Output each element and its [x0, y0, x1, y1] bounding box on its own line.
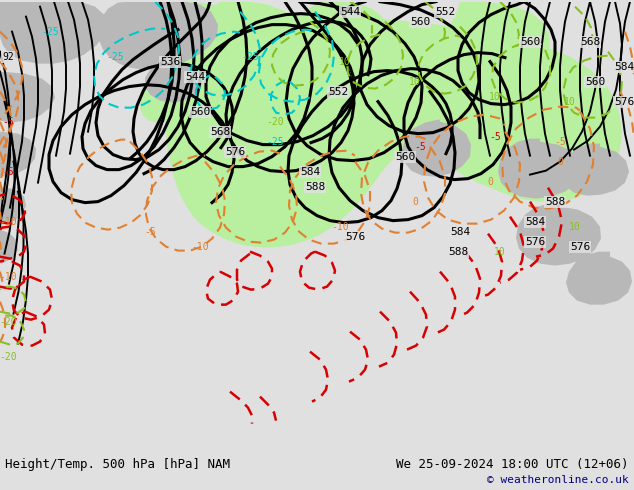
Text: 576: 576 — [570, 242, 590, 252]
Text: 10: 10 — [339, 57, 351, 67]
Text: 10: 10 — [569, 221, 581, 232]
Text: 0: 0 — [557, 157, 563, 167]
Text: -5: -5 — [554, 137, 566, 147]
Text: 560: 560 — [395, 151, 415, 162]
Text: 584: 584 — [614, 62, 634, 72]
Text: 576: 576 — [525, 237, 545, 246]
Text: 0: 0 — [412, 196, 418, 207]
Polygon shape — [566, 252, 632, 305]
Polygon shape — [138, 1, 216, 52]
Text: -25: -25 — [41, 26, 59, 37]
Polygon shape — [561, 144, 629, 196]
Text: -25: -25 — [241, 51, 259, 62]
Text: -20: -20 — [0, 352, 17, 362]
Polygon shape — [516, 204, 601, 266]
Text: -25: -25 — [266, 137, 284, 147]
Text: 568: 568 — [210, 126, 230, 137]
Text: -5: -5 — [2, 167, 14, 176]
Text: 536: 536 — [160, 57, 180, 67]
Text: 588: 588 — [305, 182, 325, 192]
Polygon shape — [402, 120, 471, 176]
Text: 544: 544 — [185, 72, 205, 82]
Polygon shape — [199, 1, 295, 66]
Text: 92: 92 — [2, 51, 14, 62]
Text: 0: 0 — [487, 176, 493, 187]
Polygon shape — [292, 1, 388, 71]
Text: 10: 10 — [564, 97, 576, 107]
Text: -5: -5 — [489, 132, 501, 142]
Text: 10: 10 — [409, 76, 421, 87]
Text: 544: 544 — [340, 7, 360, 17]
Text: Height/Temp. 500 hPa [hPa] NAM: Height/Temp. 500 hPa [hPa] NAM — [5, 458, 230, 471]
Text: © weatheronline.co.uk: © weatheronline.co.uk — [488, 475, 629, 485]
Text: -5: -5 — [2, 117, 14, 126]
Text: 560: 560 — [410, 17, 430, 26]
Polygon shape — [0, 132, 36, 176]
Text: 560: 560 — [520, 37, 540, 47]
Text: -5: -5 — [144, 226, 156, 237]
Polygon shape — [0, 1, 107, 64]
Text: -10: -10 — [0, 271, 17, 282]
Text: 560: 560 — [585, 76, 605, 87]
Text: 576: 576 — [345, 232, 365, 242]
Text: 584: 584 — [525, 217, 545, 226]
Text: 584: 584 — [450, 226, 470, 237]
Text: 10: 10 — [494, 246, 506, 257]
Polygon shape — [155, 1, 622, 247]
Text: -10: -10 — [331, 221, 349, 232]
Text: 588: 588 — [545, 196, 565, 207]
Text: 560: 560 — [190, 107, 210, 117]
Text: 568: 568 — [580, 37, 600, 47]
Polygon shape — [447, 1, 550, 83]
Text: 588: 588 — [448, 246, 468, 257]
Text: -10: -10 — [191, 242, 209, 252]
Text: -20: -20 — [266, 117, 284, 126]
Text: 552: 552 — [435, 7, 455, 17]
Text: -25: -25 — [106, 51, 124, 62]
Polygon shape — [98, 1, 218, 70]
Polygon shape — [0, 230, 18, 264]
Polygon shape — [145, 62, 202, 102]
Text: -10: -10 — [0, 217, 17, 226]
Polygon shape — [0, 187, 26, 224]
Text: -20: -20 — [0, 317, 17, 327]
Polygon shape — [0, 72, 55, 122]
Polygon shape — [498, 139, 581, 198]
Text: 576: 576 — [225, 147, 245, 157]
Text: -5: -5 — [414, 142, 426, 151]
Text: 576: 576 — [614, 97, 634, 107]
Text: 552: 552 — [328, 87, 348, 97]
Text: 10: 10 — [489, 92, 501, 101]
Text: 584: 584 — [300, 167, 320, 176]
Text: We 25-09-2024 18:00 UTC (12+06): We 25-09-2024 18:00 UTC (12+06) — [396, 458, 629, 471]
Polygon shape — [140, 76, 187, 122]
